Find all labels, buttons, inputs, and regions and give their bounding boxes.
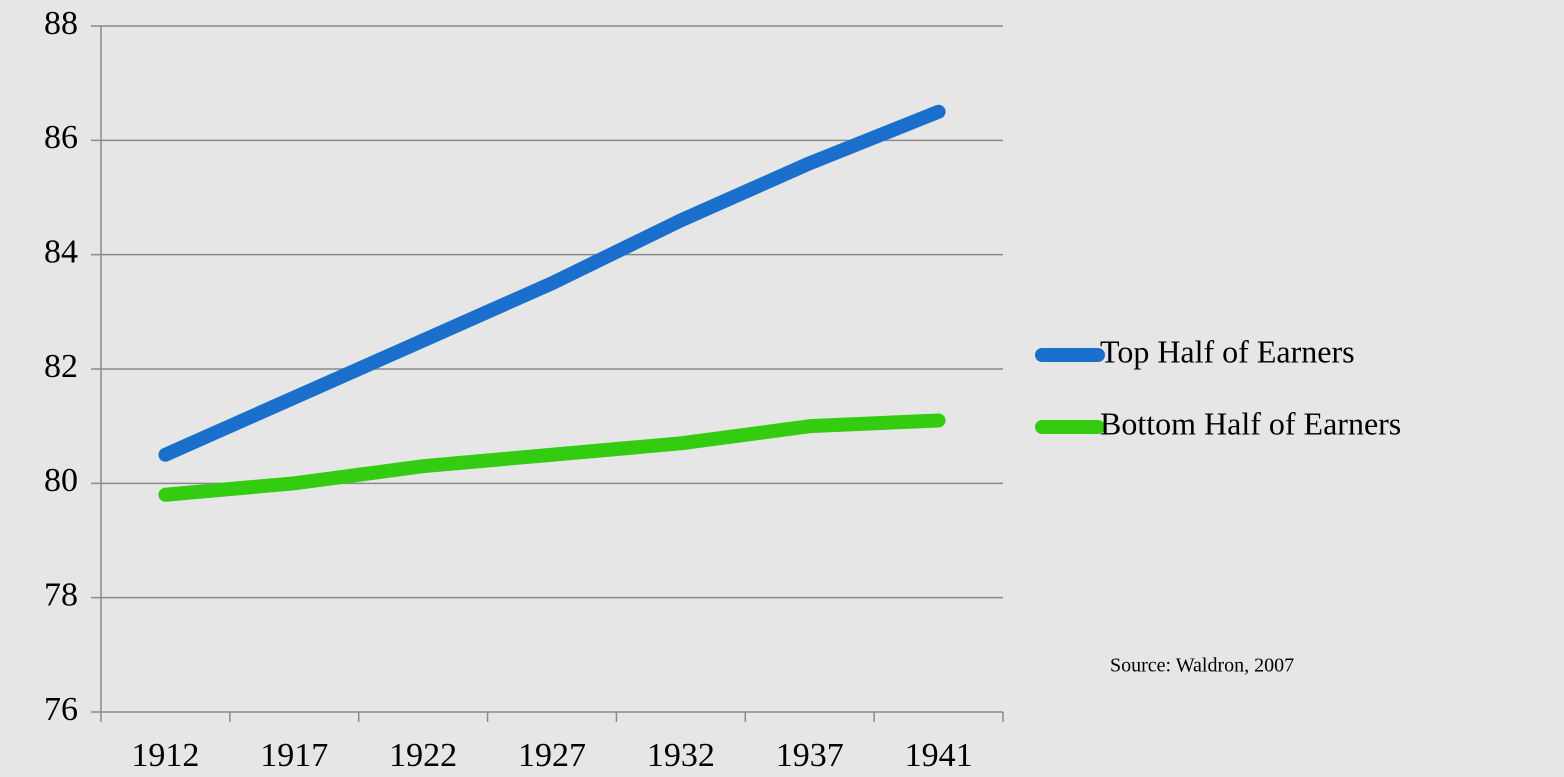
legend-label: Bottom Half of Earners: [1100, 405, 1401, 441]
y-tick-label: 78: [44, 576, 78, 613]
y-tick-label: 84: [44, 233, 78, 270]
y-tick-label: 88: [44, 5, 78, 42]
series-line: [158, 413, 946, 502]
annotation: Source: Waldron, 2007: [1110, 655, 1294, 677]
y-tick-label: 86: [44, 119, 78, 156]
legend-label: Top Half of Earners: [1100, 333, 1355, 369]
y-tick-label: 80: [44, 462, 78, 499]
series-line: [158, 104, 946, 462]
y-tick-label: 76: [44, 691, 78, 728]
x-tick-label: 1937: [776, 737, 844, 774]
x-tick-label: 1922: [389, 737, 457, 774]
x-tick-label: 1917: [260, 737, 328, 774]
y-tick-label: 82: [44, 348, 78, 385]
x-tick-label: 1912: [131, 737, 199, 774]
x-tick-label: 1927: [518, 737, 586, 774]
x-tick-label: 1932: [647, 737, 715, 774]
x-tick-label: 1941: [905, 737, 973, 774]
